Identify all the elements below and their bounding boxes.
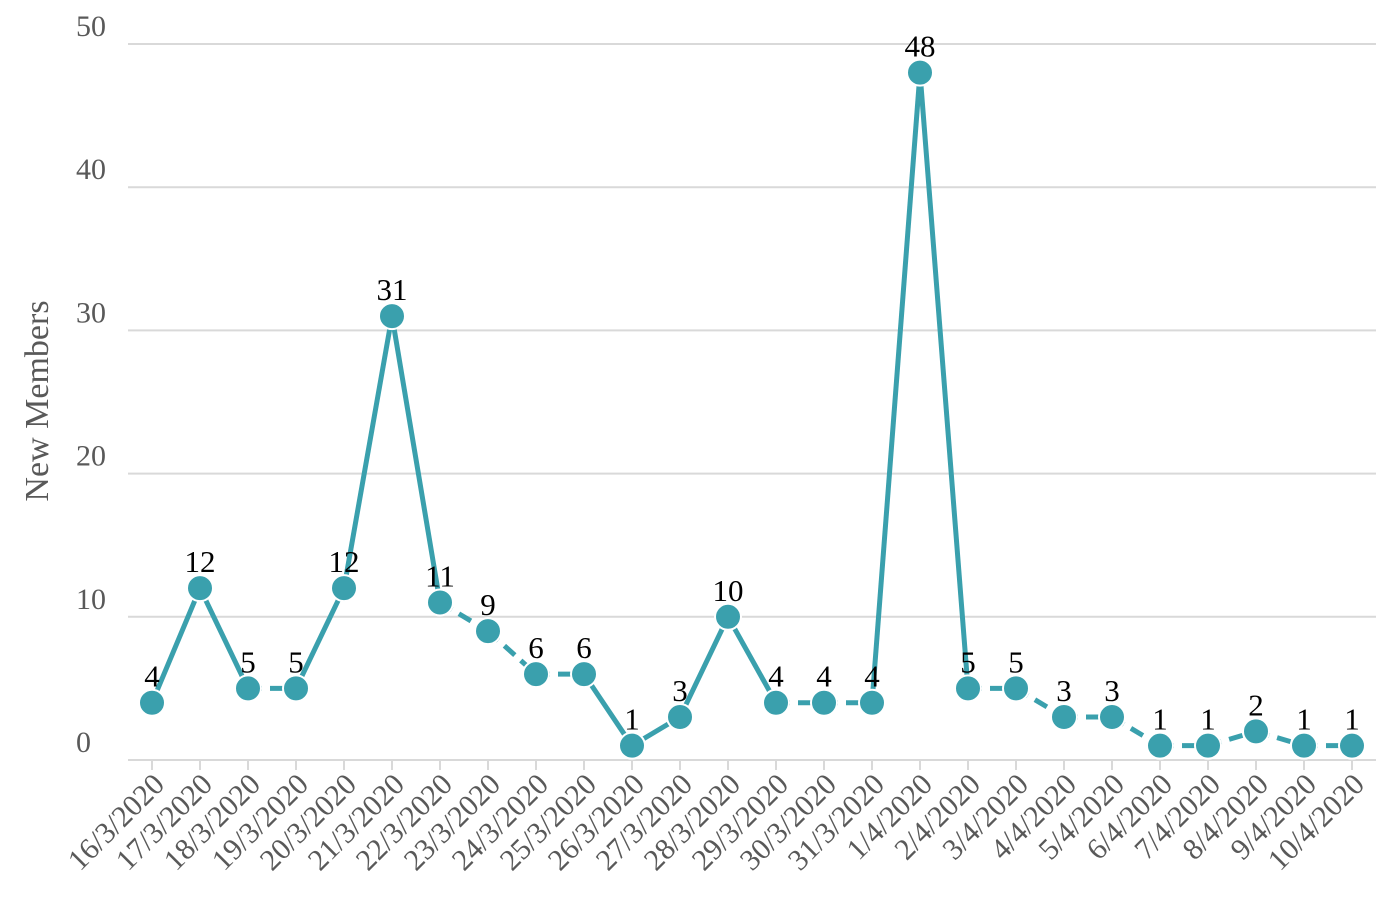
data-label: 1 — [1344, 702, 1360, 737]
data-point — [1050, 703, 1078, 732]
data-label: 6 — [528, 630, 544, 665]
data-point — [522, 660, 550, 689]
y-axis-ticks: 0 10 20 30 40 50 — [76, 10, 106, 759]
data-label: 3 — [1056, 673, 1072, 708]
data-label: 5 — [1008, 644, 1024, 679]
line-segment — [581, 672, 635, 748]
data-label: 11 — [425, 558, 455, 593]
data-point — [762, 688, 790, 717]
series-line — [149, 72, 1352, 749]
data-label: 5 — [960, 644, 976, 679]
data-label: 48 — [905, 29, 936, 64]
data-point — [186, 574, 214, 603]
data-point — [954, 674, 982, 703]
series-points — [138, 58, 1366, 760]
data-label: 5 — [240, 644, 256, 679]
line-segment — [917, 72, 971, 689]
data-point — [234, 674, 262, 703]
data-point — [666, 703, 694, 732]
data-label: 4 — [768, 659, 784, 694]
y-tick-label: 0 — [76, 726, 91, 759]
data-point — [810, 688, 838, 717]
data-point — [1242, 717, 1270, 746]
data-label: 3 — [672, 673, 688, 708]
data-point — [1338, 731, 1366, 760]
data-point — [618, 731, 646, 760]
data-point — [1194, 731, 1222, 760]
data-point — [906, 58, 934, 87]
data-label: 9 — [480, 587, 496, 622]
line-segment — [197, 587, 251, 690]
x-axis-ticks: 16/3/202017/3/202018/3/202019/3/202020/3… — [62, 760, 1371, 877]
data-point — [330, 574, 358, 603]
y-tick-label: 50 — [76, 10, 106, 43]
data-point — [1098, 703, 1126, 732]
data-point — [1146, 731, 1174, 760]
data-label: 4 — [816, 659, 832, 694]
data-label: 31 — [377, 272, 408, 307]
data-label: 1 — [1296, 702, 1312, 737]
data-point — [378, 302, 406, 331]
data-label: 12 — [329, 544, 360, 579]
data-point — [282, 674, 310, 703]
y-tick-label: 30 — [76, 296, 106, 329]
data-label: 4 — [144, 659, 160, 694]
data-label: 1 — [624, 702, 640, 737]
data-point — [474, 617, 502, 646]
y-tick-label: 40 — [76, 153, 106, 186]
line-segment — [725, 615, 779, 704]
data-label: 12 — [185, 544, 216, 579]
data-label: 4 — [864, 659, 880, 694]
y-tick-label: 10 — [76, 583, 106, 616]
line-segment — [149, 587, 203, 704]
line-segment — [341, 315, 395, 589]
y-tick-label: 20 — [76, 440, 106, 473]
gridlines — [128, 43, 1376, 761]
line-segment — [293, 587, 347, 690]
data-label: 6 — [576, 630, 592, 665]
line-segment — [869, 72, 923, 703]
data-label: 3 — [1104, 673, 1120, 708]
data-point — [426, 588, 454, 617]
data-point — [858, 688, 886, 717]
data-point — [570, 660, 598, 689]
data-point — [1290, 731, 1318, 760]
data-label: 1 — [1200, 702, 1216, 737]
data-point — [138, 688, 166, 717]
line-segment — [677, 615, 731, 719]
line-segment — [389, 315, 443, 603]
data-point — [714, 602, 742, 631]
data-label: 2 — [1248, 687, 1264, 722]
data-point — [1002, 674, 1030, 703]
data-label: 5 — [288, 644, 304, 679]
data-label: 1 — [1152, 702, 1168, 737]
data-label: 10 — [713, 573, 744, 608]
y-axis-title: New Members — [19, 300, 56, 501]
